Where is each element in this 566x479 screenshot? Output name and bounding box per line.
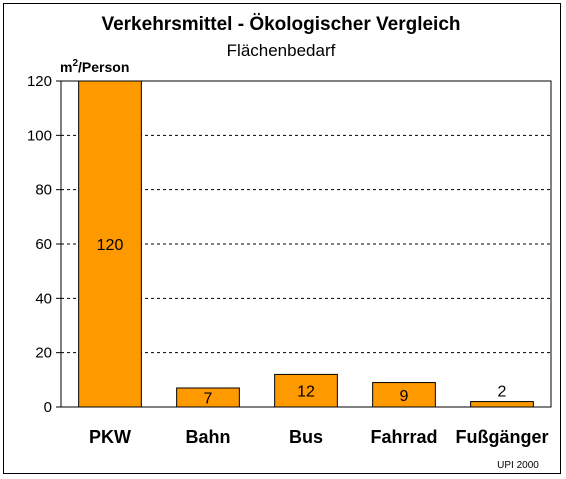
category-labels: PKW Bahn Bus Fahrrad Fußgänger <box>89 427 549 447</box>
category-label: Fahrrad <box>370 427 437 447</box>
data-label: 9 <box>400 388 409 405</box>
y-axis-ticks: 0 20 40 60 80 100 120 <box>27 73 61 416</box>
y-tick-label: 80 <box>35 182 52 199</box>
bars <box>78 80 534 408</box>
y-tick-label: 120 <box>27 73 52 90</box>
y-axis-label-rest: /Person <box>78 59 129 75</box>
chart-subtitle: Flächenbedarf <box>227 41 336 60</box>
bar-bahn <box>176 387 240 408</box>
data-label: 7 <box>204 390 213 407</box>
y-axis-label-sup: 2 <box>72 58 78 69</box>
data-label: 2 <box>498 384 507 401</box>
category-label: Bahn <box>186 427 231 447</box>
y-tick-label: 100 <box>27 127 52 144</box>
y-axis-label: m2/Person <box>60 58 129 75</box>
y-tick-label: 60 <box>35 236 52 253</box>
data-label: 120 <box>97 237 124 254</box>
y-tick-label: 0 <box>44 399 52 416</box>
bar-fahrrad <box>372 382 436 408</box>
y-tick-label: 40 <box>35 290 52 307</box>
category-label: Fußgänger <box>456 427 549 447</box>
gridlines <box>61 134 551 354</box>
chart-title: Verkehrsmittel - Ökologischer Vergleich <box>101 14 460 35</box>
category-label: PKW <box>89 427 131 447</box>
data-labels: 120 7 12 9 2 <box>97 237 507 407</box>
source-note: UPI 2000 <box>497 460 539 471</box>
y-axis-label-base: m <box>60 59 72 75</box>
bar-pkw <box>78 80 142 408</box>
data-label: 12 <box>297 384 315 401</box>
y-tick-label: 20 <box>35 345 52 362</box>
category-label: Bus <box>289 427 323 447</box>
bar-fußgänger <box>470 401 534 408</box>
bar-bus <box>274 373 338 408</box>
